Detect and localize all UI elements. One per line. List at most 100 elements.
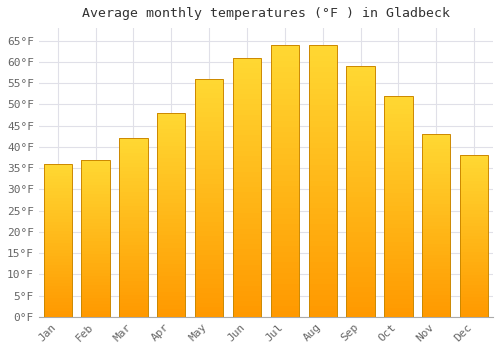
Bar bbox=[308, 175, 337, 181]
Bar bbox=[384, 118, 412, 122]
Bar bbox=[384, 96, 412, 100]
Bar bbox=[308, 306, 337, 312]
Bar bbox=[384, 246, 412, 251]
Bar bbox=[195, 131, 224, 136]
Bar bbox=[270, 268, 299, 273]
Bar bbox=[119, 310, 148, 313]
Bar bbox=[82, 160, 110, 163]
Bar bbox=[157, 138, 186, 141]
Bar bbox=[422, 211, 450, 215]
Bar bbox=[82, 169, 110, 172]
Bar bbox=[44, 311, 72, 314]
Bar bbox=[422, 302, 450, 306]
Bar bbox=[384, 140, 412, 145]
Bar bbox=[157, 235, 186, 239]
Bar bbox=[384, 145, 412, 149]
Bar bbox=[44, 246, 72, 250]
Bar bbox=[157, 296, 186, 301]
Bar bbox=[119, 178, 148, 181]
Bar bbox=[308, 295, 337, 301]
Bar bbox=[44, 268, 72, 271]
Bar bbox=[233, 135, 261, 141]
Bar bbox=[119, 142, 148, 146]
Bar bbox=[157, 264, 186, 268]
Bar bbox=[233, 307, 261, 312]
Bar bbox=[270, 312, 299, 317]
Bar bbox=[157, 146, 186, 150]
Bar bbox=[346, 277, 375, 282]
Bar bbox=[460, 181, 488, 184]
Bar bbox=[82, 288, 110, 292]
Bar bbox=[460, 236, 488, 239]
Bar bbox=[82, 235, 110, 238]
Bar bbox=[308, 246, 337, 252]
Bar bbox=[157, 117, 186, 121]
Bar bbox=[195, 265, 224, 269]
Bar bbox=[308, 214, 337, 219]
Bar bbox=[195, 188, 224, 193]
Bar bbox=[157, 284, 186, 288]
Bar bbox=[384, 153, 412, 158]
Bar bbox=[270, 105, 299, 110]
Bar bbox=[119, 302, 148, 306]
Bar bbox=[82, 267, 110, 270]
Bar bbox=[460, 285, 488, 288]
Bar bbox=[346, 106, 375, 111]
Bar bbox=[157, 203, 186, 207]
Bar bbox=[119, 188, 148, 192]
Bar bbox=[346, 141, 375, 146]
Bar bbox=[82, 248, 110, 251]
Bar bbox=[460, 256, 488, 259]
Bar bbox=[44, 250, 72, 253]
Bar bbox=[270, 290, 299, 295]
Bar bbox=[460, 243, 488, 246]
Bar bbox=[422, 313, 450, 317]
Bar bbox=[384, 122, 412, 127]
Bar bbox=[157, 239, 186, 244]
Bar bbox=[346, 96, 375, 102]
Bar bbox=[82, 238, 110, 242]
Bar bbox=[308, 72, 337, 78]
Bar bbox=[384, 109, 412, 114]
Bar bbox=[460, 194, 488, 197]
Bar bbox=[308, 50, 337, 56]
Bar bbox=[233, 130, 261, 135]
Bar bbox=[82, 279, 110, 282]
Bar bbox=[119, 139, 148, 317]
Bar bbox=[195, 260, 224, 265]
Bar bbox=[270, 99, 299, 105]
Bar bbox=[44, 222, 72, 225]
Bar bbox=[157, 154, 186, 158]
Bar bbox=[308, 279, 337, 284]
Bar bbox=[270, 219, 299, 224]
Bar bbox=[82, 310, 110, 314]
Bar bbox=[119, 292, 148, 295]
Bar bbox=[82, 213, 110, 216]
Bar bbox=[44, 170, 72, 173]
Bar bbox=[384, 180, 412, 184]
Bar bbox=[422, 215, 450, 218]
Bar bbox=[195, 293, 224, 298]
Bar bbox=[270, 181, 299, 186]
Bar bbox=[308, 197, 337, 203]
Bar bbox=[233, 270, 261, 275]
Bar bbox=[157, 182, 186, 186]
Bar bbox=[422, 145, 450, 149]
Bar bbox=[460, 291, 488, 294]
Bar bbox=[308, 61, 337, 67]
Bar bbox=[233, 172, 261, 177]
Bar bbox=[195, 160, 224, 164]
Bar bbox=[460, 246, 488, 249]
Bar bbox=[460, 204, 488, 207]
Bar bbox=[44, 308, 72, 311]
Bar bbox=[233, 58, 261, 63]
Bar bbox=[82, 201, 110, 204]
Bar bbox=[157, 309, 186, 313]
Bar bbox=[422, 233, 450, 237]
Bar bbox=[308, 116, 337, 121]
Bar bbox=[346, 237, 375, 242]
Bar bbox=[157, 129, 186, 133]
Bar bbox=[119, 149, 148, 153]
Bar bbox=[422, 196, 450, 200]
Bar bbox=[44, 219, 72, 222]
